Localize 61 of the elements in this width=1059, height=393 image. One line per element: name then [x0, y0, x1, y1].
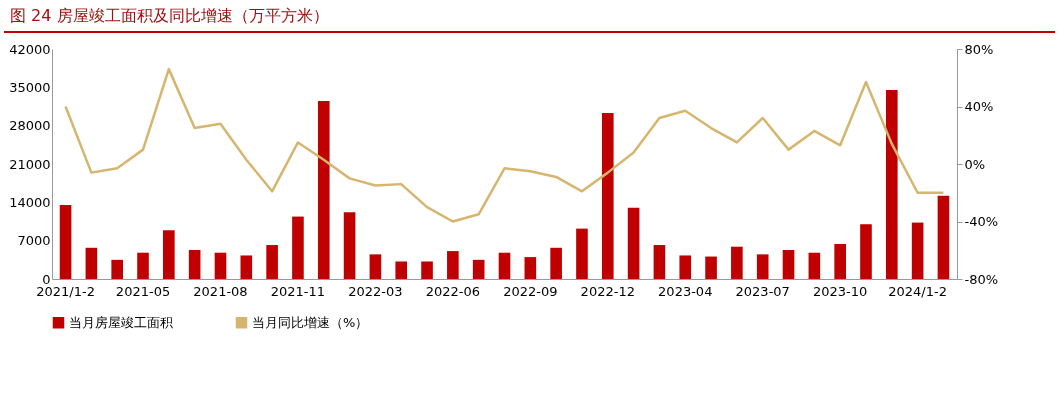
bar — [317, 101, 330, 279]
x-tick-label: 2022-06 — [425, 283, 481, 299]
x-tick-label: 2023-04 — [658, 283, 713, 299]
bar — [576, 228, 588, 279]
bar — [653, 245, 666, 279]
line-series — [64, 67, 945, 223]
bar — [731, 246, 743, 279]
y2-tick-label: 40% — [964, 99, 994, 114]
x-tick-label: 2023-10 — [813, 283, 868, 299]
bar — [395, 261, 408, 279]
x-tick-label: 2021-05 — [115, 283, 171, 299]
bar — [111, 259, 124, 279]
bar — [369, 254, 382, 279]
y-tick-label: 14000 — [9, 194, 51, 210]
x-tick-label: 2024/1-2 — [888, 283, 947, 299]
bar — [601, 113, 614, 279]
bar — [834, 243, 846, 279]
bar — [679, 255, 692, 279]
bar — [240, 255, 253, 279]
bar — [163, 230, 175, 279]
bar — [343, 212, 356, 279]
legend-label: 当月同比增速（%） — [252, 314, 369, 330]
bar — [421, 261, 433, 279]
y-tick-label: 42000 — [9, 41, 51, 57]
x-tick-label: 2021-08 — [193, 283, 248, 299]
bar — [447, 251, 459, 279]
bar — [137, 252, 149, 279]
x-tick-label: 2022-12 — [580, 283, 635, 299]
x-tick-label: 2021-11 — [270, 283, 326, 299]
bar — [782, 249, 795, 279]
bar — [266, 245, 278, 279]
y-tick-label: 21000 — [9, 156, 51, 172]
y-tick-label: 7000 — [17, 233, 51, 249]
y2-tick-label: -40% — [964, 214, 999, 229]
bar — [627, 207, 640, 279]
bar — [498, 252, 511, 279]
x-tick-label: 2023-07 — [735, 283, 790, 299]
bar — [808, 252, 821, 279]
y-tick-label: 28000 — [9, 118, 51, 134]
y2-tick-label: 80% — [964, 41, 994, 57]
bar — [885, 90, 898, 279]
bar — [860, 224, 872, 279]
bar — [214, 252, 227, 279]
bar — [911, 222, 924, 279]
chart-title: 图 24 房屋竣工面积及同比增速（万平方米） — [4, 0, 1055, 33]
x-tick-label: 2022-03 — [348, 283, 403, 299]
bar — [524, 257, 537, 279]
y2-tick-label: 0% — [964, 156, 986, 172]
bar — [756, 254, 769, 279]
bar — [59, 205, 72, 279]
y2-tick-label: -80% — [964, 271, 999, 287]
bar — [188, 249, 201, 279]
y-tick-label: 35000 — [9, 79, 51, 95]
bar — [705, 256, 717, 279]
bar — [472, 259, 485, 279]
bar — [292, 216, 304, 279]
bar — [550, 247, 562, 279]
legend-label: 当月房屋竣工面积 — [69, 314, 173, 330]
bar — [85, 247, 98, 279]
x-tick-label: 2022-09 — [503, 283, 558, 299]
bar — [937, 195, 950, 279]
